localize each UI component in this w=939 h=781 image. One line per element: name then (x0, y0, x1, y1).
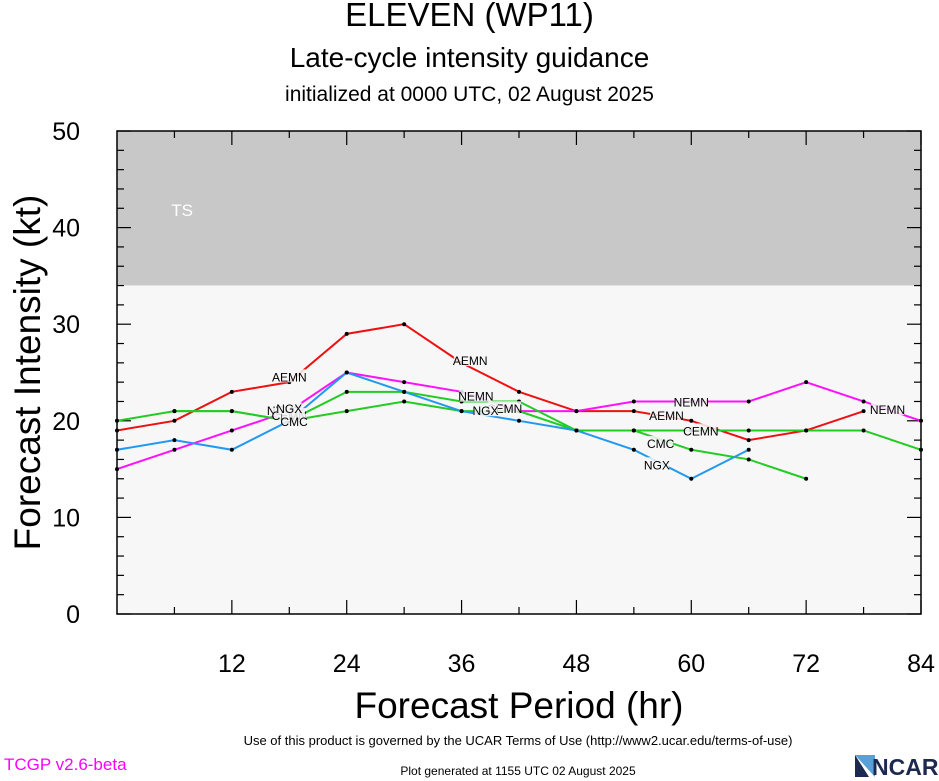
data-point-nemn (631, 399, 636, 404)
data-point-cmc (689, 447, 694, 452)
band-label-ts: TS (171, 201, 193, 220)
ncar-logo-icon (855, 755, 875, 777)
data-point-aemn (402, 322, 407, 327)
data-point-nemn (402, 380, 407, 385)
generated-time: Plot generated at 1155 UTC 02 August 202… (400, 764, 636, 778)
data-point-nemn (172, 447, 177, 452)
data-point-ngx (172, 438, 177, 443)
series-line-ngx (116, 371, 750, 480)
series-label-aemn: AEMN (453, 354, 488, 368)
data-point-nemn (574, 409, 579, 414)
chart-init-time: initialized at 0000 UTC, 02 August 2025 (285, 83, 654, 106)
data-point-ngx (459, 409, 464, 414)
series-label-ngx: NGX (644, 458, 670, 472)
data-point-nemn (746, 399, 751, 404)
data-point-ngx (229, 447, 234, 452)
data-point-aemn (344, 331, 349, 336)
series-label-ngx: NGX (472, 404, 498, 418)
data-point-cemn (919, 447, 923, 452)
series-label-nemn: NEMN (458, 390, 493, 404)
y-axis-label: Forecast Intensity (kt) (7, 195, 48, 551)
series-label-bg-aemn (272, 369, 306, 383)
data-point-nemn (804, 380, 809, 385)
data-point-ngx (115, 447, 119, 452)
x-tick-label: 36 (448, 650, 476, 678)
intensity-band-below-ts (117, 285, 921, 614)
data-point-ngx (746, 447, 751, 452)
data-point-cmc (229, 409, 234, 414)
series-label-bg-nemn (459, 388, 493, 402)
version-label: TCGP v2.6-beta (4, 755, 127, 774)
ncar-logo: NCAR (855, 753, 939, 780)
series-label-aemn: AEMN (649, 409, 684, 423)
data-point-cmc (746, 457, 751, 462)
terms-of-use-notice: Use of this product is governed by the U… (243, 733, 793, 748)
data-point-aemn (861, 409, 866, 414)
data-point-aemn (631, 409, 636, 414)
data-point-cmc (402, 399, 407, 404)
data-point-aemn (172, 418, 177, 423)
series-label-bg-nemn (674, 394, 708, 408)
data-point-cmc (344, 409, 349, 414)
data-point-nemn (861, 399, 866, 404)
x-axis-label: Forecast Period (hr) (355, 685, 684, 726)
y-tick-label: 0 (66, 601, 80, 629)
x-tick-label: 48 (563, 650, 591, 678)
series-label-aemn: AEMN (272, 370, 307, 384)
data-point-ngx (344, 370, 349, 375)
series-label-cmc: CMC (647, 437, 675, 451)
intensity-chart: TS 0 10 20 30 40 50 12 24 36 48 60 72 84 Forecast Peri… (7, 118, 935, 726)
series-label-bg-ngx (473, 403, 498, 417)
data-point-ngx (631, 447, 636, 452)
x-tick-label: 60 (677, 650, 705, 678)
data-point-cemn (804, 428, 809, 433)
data-point-aemn (689, 418, 694, 423)
data-point-nemn (919, 418, 923, 423)
series-label-cemn: CEMN (683, 424, 718, 438)
data-point-aemn (115, 428, 119, 433)
series-label-nemn: NEMN (870, 403, 905, 417)
x-tick-label: 24 (333, 650, 361, 678)
y-tick-label: 10 (52, 504, 80, 532)
data-point-ngx (689, 476, 694, 481)
data-point-cmc (172, 409, 177, 414)
data-point-cemn (861, 428, 866, 433)
data-point-ngx (574, 428, 579, 433)
chart-subtitle: Late-cycle intensity guidance (289, 42, 650, 73)
y-tick-label: 30 (52, 311, 80, 339)
data-point-nemn (115, 467, 119, 472)
x-tick-label: 84 (907, 650, 935, 678)
data-point-nemn (229, 428, 234, 433)
ncar-logo-text: NCAR (872, 754, 939, 780)
series-label-cmc: CMC (280, 415, 308, 429)
y-tick-label: 40 (52, 215, 80, 243)
series-label-nemn: NEMN (674, 395, 709, 409)
data-point-cmc (631, 428, 636, 433)
data-point-cemn (746, 428, 751, 433)
series-label-bg-cmc (648, 436, 673, 450)
data-point-ngx (517, 418, 521, 423)
data-point-cemn (344, 389, 349, 394)
series-label-bg-cmc (281, 413, 307, 427)
y-tick-label: 20 (52, 408, 80, 436)
data-point-cemn (115, 418, 119, 423)
data-point-aemn (229, 389, 234, 394)
x-tick-label: 72 (792, 650, 820, 678)
series-label-ngx: NGX (276, 402, 302, 416)
intensity-band-ts (117, 131, 921, 286)
data-point-aemn (517, 389, 521, 394)
data-point-ngx (402, 389, 407, 394)
series-label-bg-ngx (644, 457, 670, 471)
series-line-aemn (116, 323, 864, 442)
series-label-bg-ngx (276, 401, 302, 415)
chart-title: ELEVEN (WP11) (345, 0, 594, 33)
series-label-bg-aemn (453, 352, 487, 366)
data-point-aemn (746, 438, 751, 443)
data-point-cmc (804, 476, 809, 481)
series-label-bg-aemn (650, 408, 683, 422)
series-label-bg-cemn (684, 423, 718, 437)
x-tick-label: 12 (218, 650, 246, 678)
series-label-bg-nemn (871, 402, 904, 416)
y-tick-label: 50 (52, 118, 80, 146)
